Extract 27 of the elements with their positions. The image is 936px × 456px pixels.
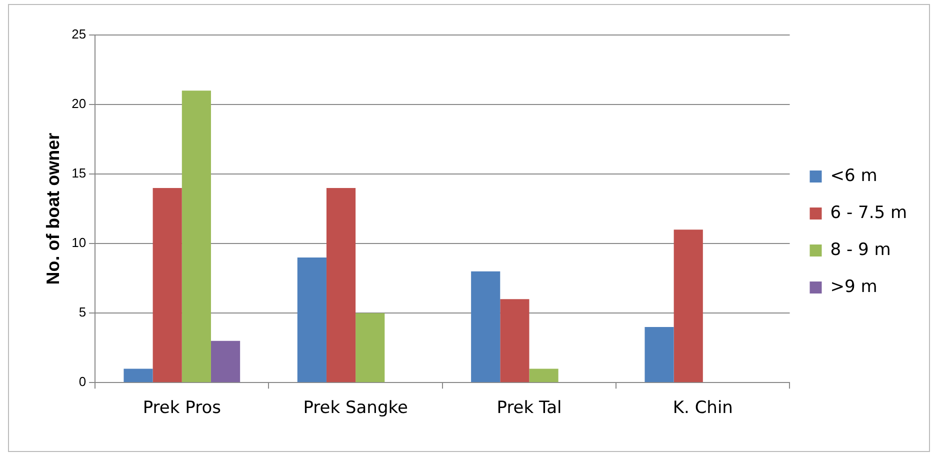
legend-label: >9 m <box>830 276 878 297</box>
bar <box>500 299 530 382</box>
legend-label: 6 - 7.5 m <box>830 202 908 223</box>
legend-label: <6 m <box>830 166 878 186</box>
x-tick-label: Prek Sangke <box>303 398 408 418</box>
y-axis-title: No. of boat owner <box>42 132 63 285</box>
bar <box>210 340 240 382</box>
y-tick-label: 20 <box>72 96 86 112</box>
x-tick-label: K. Chin <box>672 398 733 418</box>
bar <box>326 188 356 382</box>
bar <box>674 230 703 382</box>
x-tick-label: Prek Tal <box>496 398 562 418</box>
bar <box>152 188 182 382</box>
bar <box>297 257 326 382</box>
y-tick-label: 0 <box>78 374 86 390</box>
bar <box>182 90 211 382</box>
bar <box>644 326 674 382</box>
bar <box>529 368 558 382</box>
bar <box>356 313 385 382</box>
legend-label: 8 - 9 m <box>830 240 891 260</box>
bar <box>124 368 153 382</box>
y-tick-label: 10 <box>72 235 86 250</box>
bar <box>471 271 500 382</box>
x-tick-label: Prek Pros <box>142 398 222 418</box>
y-tick-label: 25 <box>72 26 86 42</box>
y-tick-label: 15 <box>72 166 86 181</box>
y-tick-label: 5 <box>78 304 86 320</box>
